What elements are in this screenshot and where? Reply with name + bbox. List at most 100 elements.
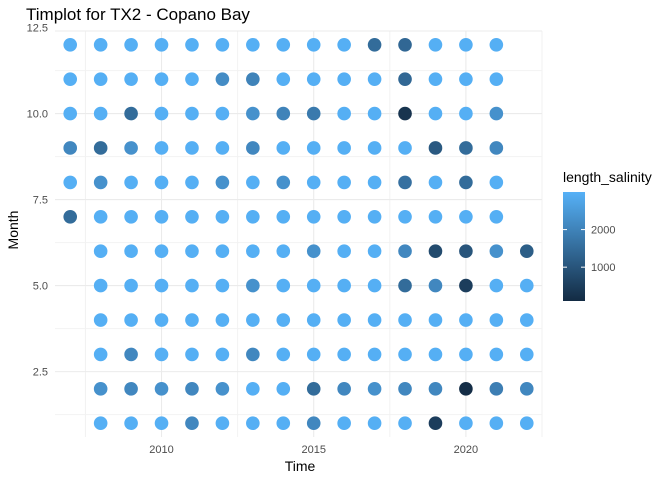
data-point [246,106,260,121]
data-point [185,382,199,396]
data-point [337,244,351,259]
data-point [63,37,78,52]
x-axis-title: Time [285,458,316,474]
data-point [337,416,351,431]
data-point [398,244,412,259]
data-point [489,347,504,362]
data-point [489,72,504,86]
data-point [306,72,321,86]
data-point [185,244,199,259]
data-point [124,313,138,327]
data-point [428,106,443,121]
data-point [215,347,230,362]
data-point [489,278,504,293]
data-point [367,347,382,362]
y-tick-label: 12.5 [27,23,48,35]
data-point [519,416,534,431]
data-point [276,244,291,259]
data-point [337,382,351,396]
data-point [398,37,412,52]
data-point [93,106,108,121]
x-tick-label: 2010 [149,444,173,456]
chart-title: Timplot for TX2 - Copano Bay [26,5,250,24]
data-point [428,141,443,155]
data-point [459,313,473,327]
data-point [63,175,78,190]
data-point [185,106,199,121]
data-point [93,141,108,155]
x-tick-label: 2020 [454,444,478,456]
data-point [367,175,382,190]
data-point [215,244,230,259]
data-point [276,416,291,431]
data-point [154,175,169,190]
data-point [93,313,108,327]
legend-colorbar [563,192,585,301]
data-point [306,141,321,155]
data-point [337,209,351,224]
data-point [185,416,199,431]
data-point [93,416,108,431]
data-point [398,106,412,121]
data-point [337,175,351,190]
data-point [398,347,412,362]
data-point [337,72,351,86]
data-point [215,209,230,224]
data-point [215,141,230,155]
data-point [276,106,291,121]
data-point [215,313,230,327]
data-point [459,37,473,52]
data-point [428,209,443,224]
data-point [306,416,321,431]
data-point [124,382,138,396]
data-point [398,209,412,224]
data-point [154,141,169,155]
data-point [185,141,199,155]
data-point [93,37,108,52]
data-point [246,382,260,396]
data-point [428,313,443,327]
data-point [154,72,169,86]
data-point [185,209,199,224]
data-point [306,106,321,121]
data-point [276,313,291,327]
x-tick-label: 2015 [301,444,325,456]
y-axis-title: Month [5,211,21,250]
data-point [246,72,260,86]
data-point [519,313,534,327]
data-point [154,37,169,52]
data-point [367,382,382,396]
data-point [489,313,504,327]
data-point [337,313,351,327]
data-point [154,382,169,396]
data-point [306,278,321,293]
data-point [276,209,291,224]
data-point [367,313,382,327]
data-point [489,175,504,190]
data-point [246,244,260,259]
data-point [276,278,291,293]
data-point [185,278,199,293]
data-point [459,278,473,293]
data-point [489,244,504,259]
data-point [185,175,199,190]
data-point [489,141,504,155]
data-point [63,141,78,155]
data-point [367,416,382,431]
y-tick-label: 7.5 [33,195,48,207]
data-point [185,347,199,362]
data-point [367,278,382,293]
data-point [124,278,138,293]
data-point [428,382,443,396]
data-point [63,72,78,86]
data-point [428,244,443,259]
data-point [489,416,504,431]
data-point [124,72,138,86]
data-point [93,347,108,362]
data-point [306,209,321,224]
data-point [459,244,473,259]
data-point [367,209,382,224]
data-point [215,106,230,121]
data-point [459,209,473,224]
data-point [428,416,443,431]
